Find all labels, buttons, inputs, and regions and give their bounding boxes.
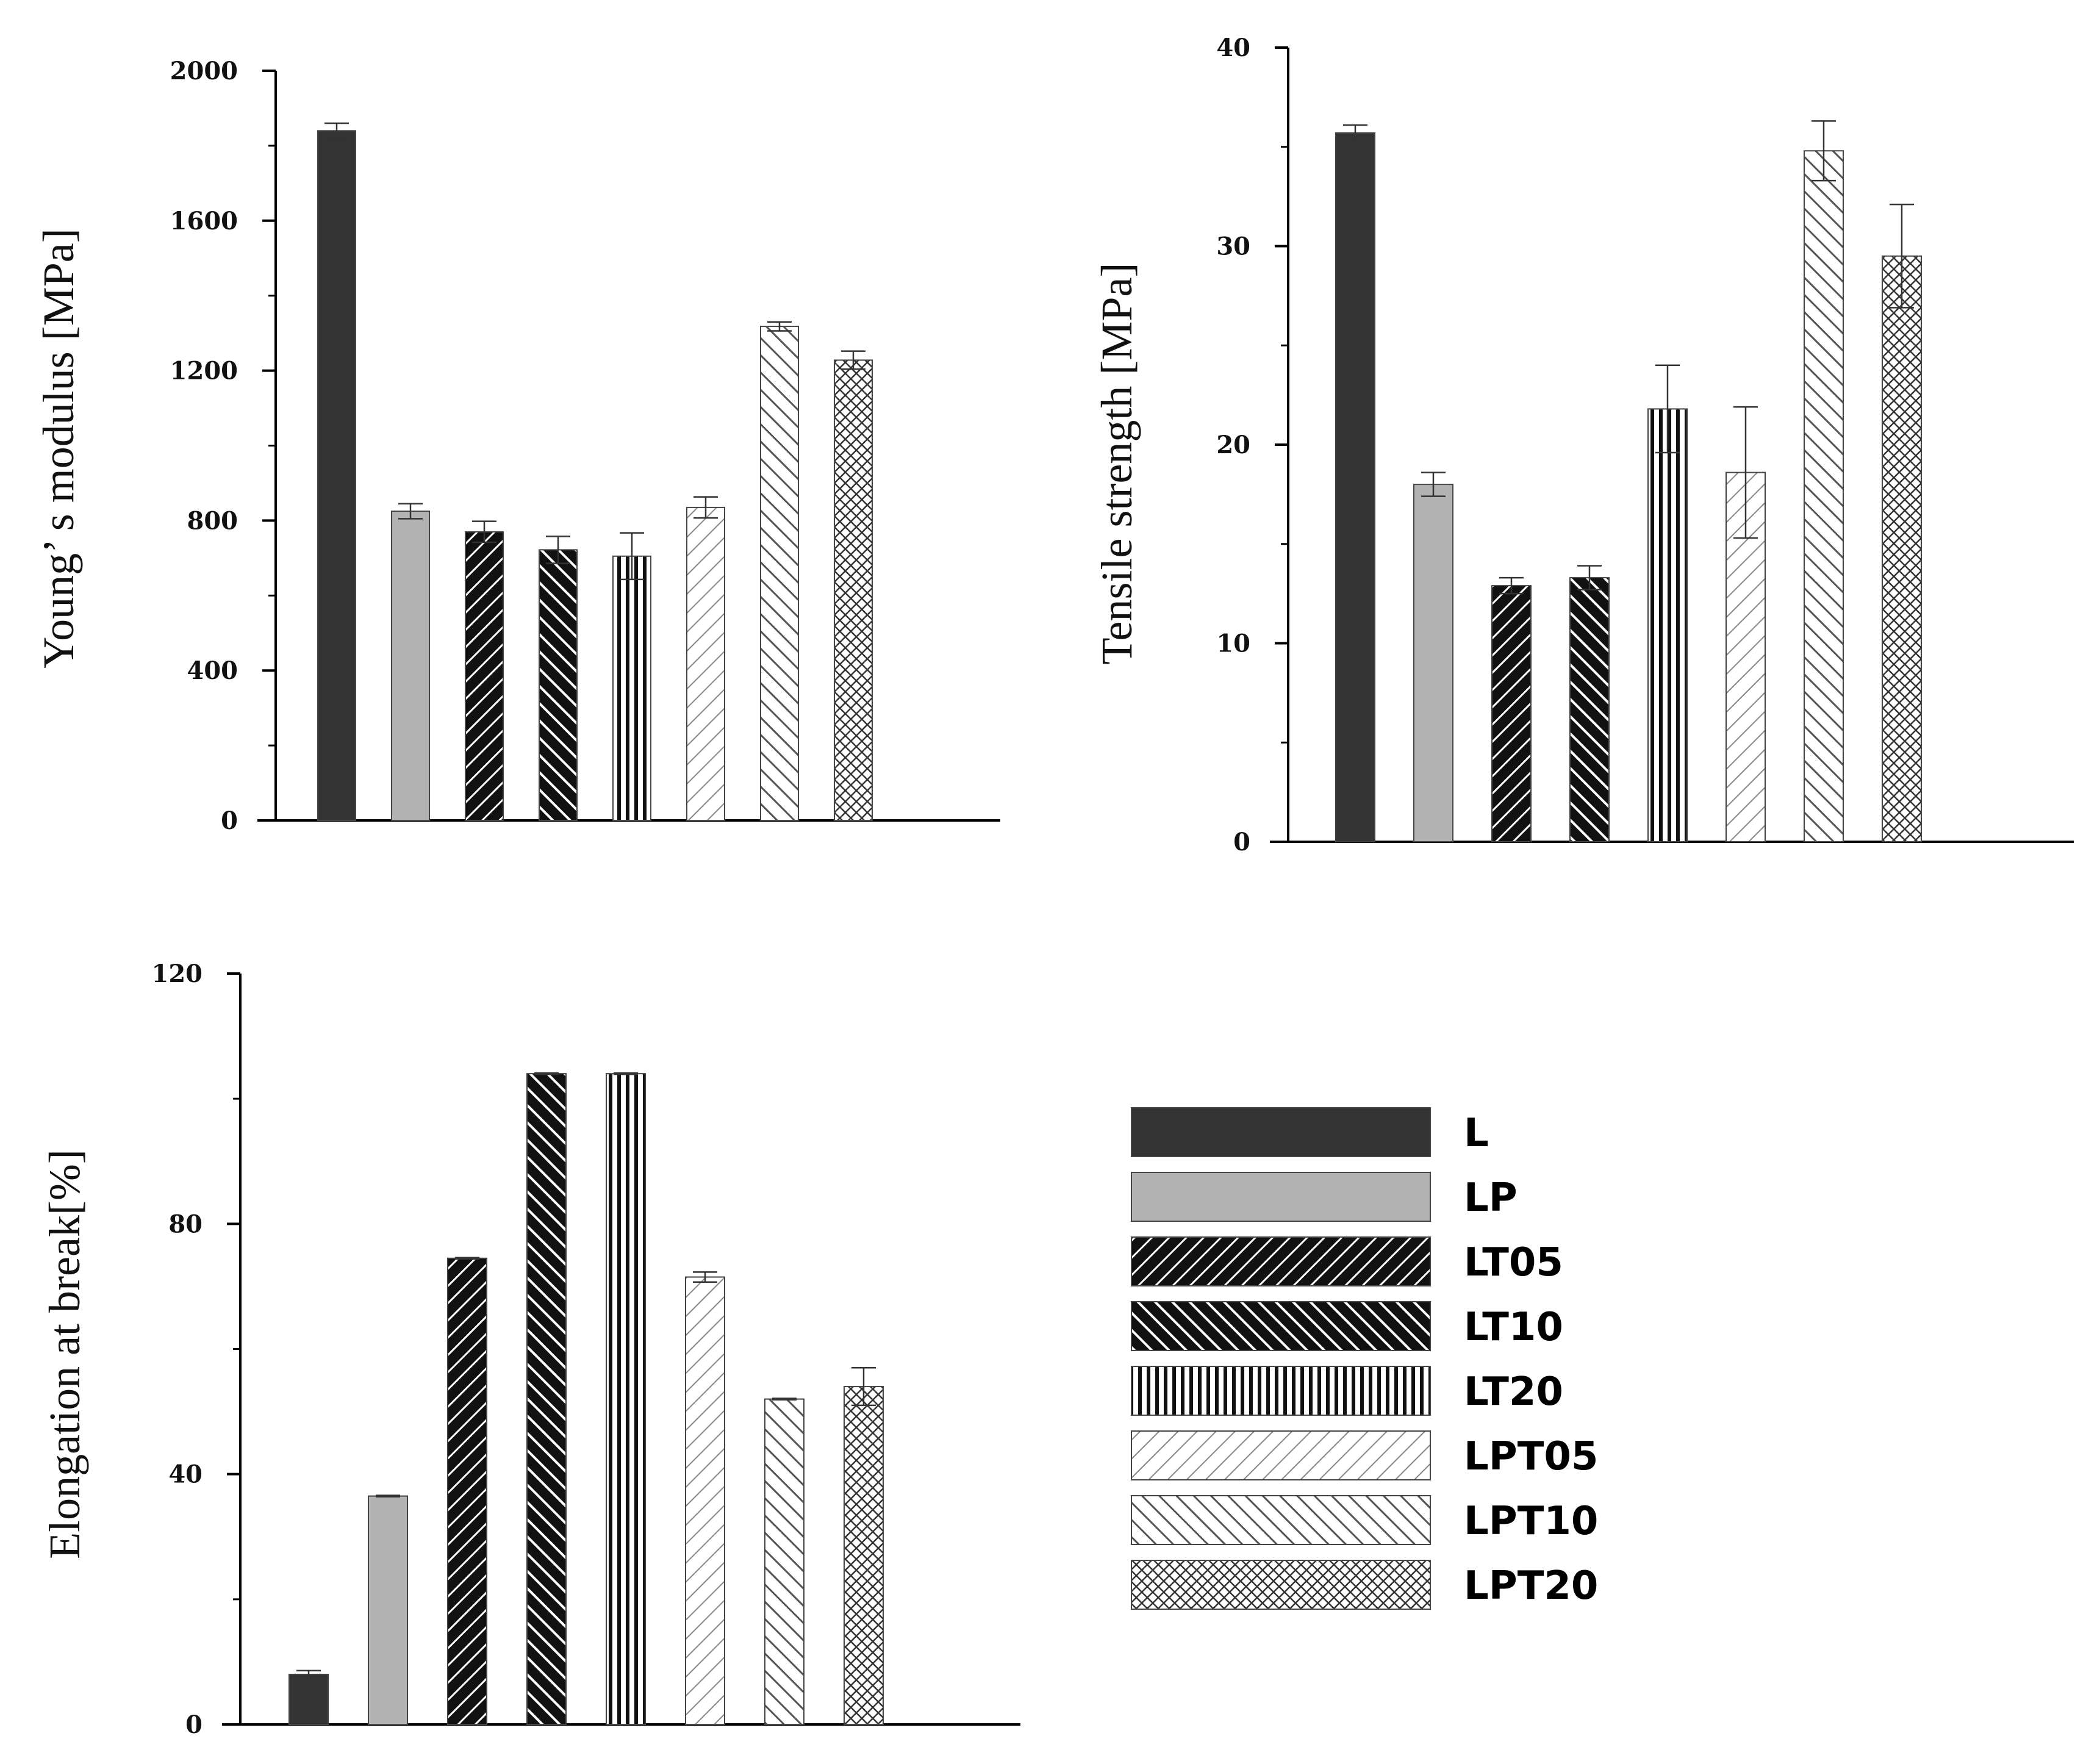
legend-swatch-LP: [1131, 1172, 1431, 1222]
legend-label-LPT10: LPT10: [1464, 1499, 1598, 1544]
chart-panel-bottom-left: 0 40 80 120 Elongation at break[%]: [40, 960, 1020, 1739]
bar-LT10: [526, 1073, 567, 1725]
legend: L LP LT05 LT10 LT20 LPT05 LPT10 LPT20: [1131, 1107, 1598, 1610]
legend-swatch-LPT10: [1131, 1495, 1431, 1545]
bar-LPT20: [1882, 255, 1922, 842]
bar-L: [317, 130, 356, 822]
y-tick-label: 2000: [170, 57, 238, 85]
bar-L: [288, 1673, 329, 1726]
bar-L: [1335, 132, 1375, 843]
legend-swatch-LT10: [1131, 1301, 1431, 1351]
bar-LT05: [465, 531, 504, 822]
bar-LT10: [539, 549, 578, 821]
bar-LT05: [1491, 585, 1532, 842]
bar-LPT05: [685, 1276, 725, 1725]
y-tick-label: 40: [1216, 34, 1250, 62]
y-tick-label: 0: [1233, 828, 1250, 856]
bar-LT10: [1569, 577, 1610, 843]
y-tick-label: 1200: [170, 357, 238, 386]
y-tick-label: 400: [187, 656, 238, 685]
legend-label-LPT05: LPT05: [1464, 1434, 1598, 1479]
legend-label-LT20: LT20: [1464, 1369, 1563, 1415]
bar-LPT10: [764, 1398, 805, 1725]
y-tick-label: 120: [152, 960, 203, 988]
legend-swatch-L: [1131, 1107, 1431, 1157]
bar-LPT20: [844, 1386, 884, 1726]
bar-LT20: [612, 555, 651, 822]
bar-LT20: [606, 1073, 646, 1725]
chart-panel-top-left: 0 400 800 1200 1600 2000 Young’ s modulus [MPa…: [34, 57, 1000, 835]
legend-swatch-LPT05: [1131, 1430, 1431, 1480]
y-tick-label: 80: [168, 1210, 202, 1238]
legend-label-LT10: LT10: [1464, 1305, 1563, 1350]
y-tick-label: 40: [168, 1460, 202, 1489]
bar-LPT20: [834, 359, 873, 821]
y-tick-label: 20: [1216, 431, 1250, 459]
legend-label-LPT20: LPT20: [1464, 1563, 1598, 1609]
y-tick-label: 0: [221, 806, 238, 835]
bar-LP: [1413, 484, 1453, 842]
legend-swatch-LPT20: [1131, 1560, 1431, 1610]
bar-LP: [368, 1495, 408, 1725]
bar-LP: [391, 511, 430, 821]
y-tick-label: 10: [1216, 630, 1250, 658]
y-tick-label: 30: [1216, 232, 1250, 261]
y-axis-title: Elongation at break[%]: [40, 1149, 89, 1559]
bar-LT05: [447, 1257, 487, 1725]
bar-LT20: [1647, 408, 1688, 842]
legend-swatch-LT20: [1131, 1366, 1431, 1416]
legend-label-LT05: LT05: [1464, 1240, 1563, 1285]
bar-LPT05: [686, 506, 725, 821]
chart-panel-top-right: 0 10 20 30 40 Tensile strength [MPa]: [1092, 34, 2074, 856]
y-tick-label: 0: [185, 1710, 202, 1739]
y-tick-label: 1600: [170, 207, 238, 235]
legend-swatch-LT05: [1131, 1236, 1431, 1286]
legend-label-LP: LP: [1464, 1175, 1518, 1221]
bar-LPT10: [760, 326, 799, 821]
bar-LPT10: [1804, 150, 1844, 842]
legend-label-L: L: [1464, 1111, 1489, 1156]
y-axis-title: Tensile strength [MPa]: [1092, 263, 1141, 665]
y-axis-title: Young’ s modulus [MPa]: [34, 228, 83, 668]
y-tick-label: 800: [187, 506, 238, 535]
